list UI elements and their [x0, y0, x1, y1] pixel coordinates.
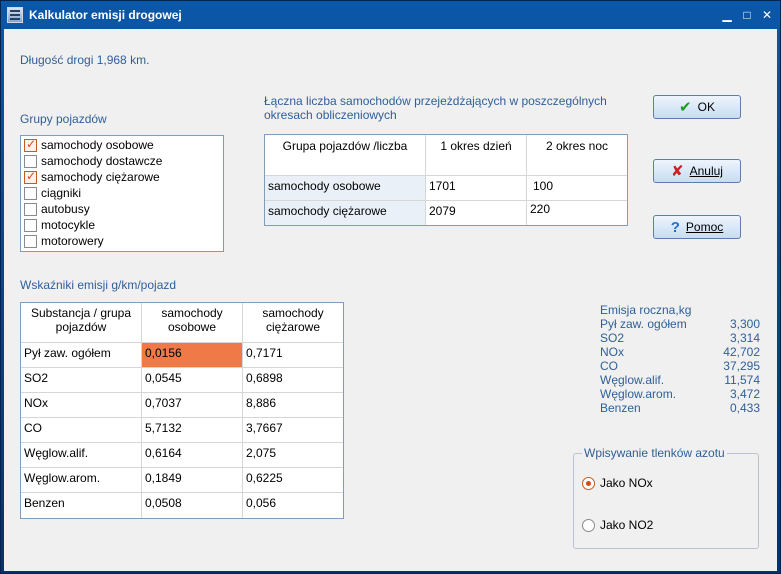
annual-title: Emisja roczna,kg: [600, 303, 692, 317]
traffic-cell[interactable]: 1701: [426, 176, 527, 201]
emission-factors-table: Substancja / grupa pojazdów samochody os…: [20, 302, 344, 519]
annual-value: 3,314: [729, 331, 760, 345]
factor-cell[interactable]: 0,6898: [243, 368, 343, 393]
substance-name: CO: [21, 418, 142, 443]
factor-cell[interactable]: 5,7132: [142, 418, 243, 443]
annual-name: NOx: [600, 345, 624, 359]
factor-cell[interactable]: 0,6225: [243, 468, 343, 493]
vehicle-item[interactable]: motocykle: [24, 217, 95, 233]
traffic-header: 2 okres noc: [527, 135, 627, 176]
substance-name: SO2: [21, 368, 142, 393]
vehicle-groups-label: Grupy pojazdów: [20, 112, 107, 126]
app-icon: [7, 7, 23, 23]
annual-value: 11,574: [724, 373, 760, 387]
close-icon[interactable]: ✕: [761, 8, 773, 22]
traffic-table: Grupa pojazdów /liczba 1 okres dzień 2 o…: [264, 134, 628, 226]
maximize-icon[interactable]: □: [743, 8, 751, 22]
annual-value: 37,295: [723, 359, 760, 373]
substance-name: NOx: [21, 393, 142, 418]
vehicle-item[interactable]: samochody ciężarowe: [24, 169, 160, 185]
ok-button[interactable]: ✔ OK: [653, 95, 741, 119]
title-bar: Kalkulator emisji drogowej ▁ □ ✕: [1, 1, 780, 29]
radio-selected[interactable]: [582, 476, 595, 490]
cancel-icon: ✘: [671, 163, 684, 180]
checkbox[interactable]: [24, 154, 37, 168]
substance-name: Benzen: [21, 493, 142, 518]
annual-name: Węglow.arom.: [600, 387, 677, 401]
annual-value: 0,433: [729, 401, 760, 415]
vehicle-item[interactable]: samochody osobowe: [24, 137, 154, 153]
factor-cell-selected[interactable]: 0,0156: [142, 343, 243, 368]
factor-cell[interactable]: 0,6164: [142, 443, 243, 468]
traffic-cell[interactable]: 100: [527, 176, 627, 201]
traffic-cell[interactable]: 2079: [426, 201, 527, 225]
annual-name: CO: [600, 359, 618, 373]
factors-header: samochody ciężarowe: [243, 303, 343, 343]
help-icon: ?: [670, 218, 680, 236]
traffic-header: Grupa pojazdów /liczba: [265, 135, 426, 176]
traffic-row-header: samochody osobowe: [265, 176, 426, 201]
factor-cell[interactable]: 0,7171: [243, 343, 343, 368]
client-area: Długość drogi 1,968 km. Grupy pojazdów s…: [4, 29, 777, 571]
nox-entry-group: Wpisywanie tlenków azotu Jako NOx Jako N…: [573, 446, 759, 549]
vehicle-item[interactable]: samochody dostawcze: [24, 153, 162, 169]
road-length-label: Długość drogi 1,968 km.: [20, 53, 150, 67]
radio-no2[interactable]: Jako NO2: [582, 518, 653, 532]
factor-cell[interactable]: 2,075: [243, 443, 343, 468]
check-icon: ✔: [679, 99, 692, 116]
factor-cell[interactable]: 3,7667: [243, 418, 343, 443]
checkbox-checked[interactable]: [24, 137, 37, 152]
annual-name: Pył zaw. ogółem: [600, 317, 687, 331]
annual-name: SO2: [600, 331, 625, 345]
radio-unselected[interactable]: [582, 518, 595, 532]
factor-cell[interactable]: 0,1849: [142, 468, 243, 493]
vehicle-item[interactable]: autobusy: [24, 201, 90, 217]
checkbox[interactable]: [24, 218, 37, 232]
substance-name: Węglow.arom.: [21, 468, 142, 493]
annual-name: Benzen: [600, 401, 641, 415]
factor-cell[interactable]: 8,886: [243, 393, 343, 418]
traffic-row-header: samochody ciężarowe: [265, 201, 426, 225]
cancel-button[interactable]: ✘ Anuluj: [653, 159, 741, 183]
substance-name: Węglow.alif.: [21, 443, 142, 468]
checkbox[interactable]: [24, 202, 37, 216]
factors-header: samochody osobowe: [142, 303, 243, 343]
traffic-caption: Łączna liczba samochodów przejeżdżającyc…: [264, 94, 607, 122]
vehicle-groups-list: samochody osobowe samochody dostawcze sa…: [20, 135, 224, 252]
traffic-header: 1 okres dzień: [426, 135, 527, 176]
factor-cell[interactable]: 0,7037: [142, 393, 243, 418]
minimize-icon[interactable]: ▁: [722, 8, 732, 22]
vehicle-item[interactable]: motorowery: [24, 233, 104, 249]
emission-factors-caption: Wskaźniki emisji g/km/pojazd: [20, 278, 177, 292]
nox-entry-legend: Wpisywanie tlenków azotu: [582, 446, 727, 460]
help-button[interactable]: ? Pomoc: [653, 215, 741, 239]
checkbox[interactable]: [24, 234, 37, 248]
factor-cell[interactable]: 0,056: [246, 496, 277, 510]
vehicle-item[interactable]: ciągniki: [24, 185, 81, 201]
checkbox[interactable]: [24, 186, 37, 200]
annual-name: Węglow.alif.: [600, 373, 665, 387]
traffic-cell[interactable]: 220: [530, 202, 551, 216]
annual-value: 42,702: [723, 345, 760, 359]
substance-name: Pył zaw. ogółem: [21, 343, 142, 368]
radio-nox[interactable]: Jako NOx: [582, 476, 653, 490]
checkbox-checked[interactable]: [24, 169, 37, 184]
window-title: Kalkulator emisji drogowej: [29, 8, 182, 22]
factor-cell[interactable]: 0,0545: [142, 368, 243, 393]
annual-emission-panel: Emisja roczna,kg Pył zaw. ogółem 3,300 SO…: [600, 303, 760, 415]
factors-header: Substancja / grupa pojazdów: [21, 303, 142, 343]
annual-value: 3,472: [729, 387, 760, 401]
factor-cell[interactable]: 0,0508: [142, 493, 243, 518]
annual-value: 3,300: [729, 317, 760, 331]
